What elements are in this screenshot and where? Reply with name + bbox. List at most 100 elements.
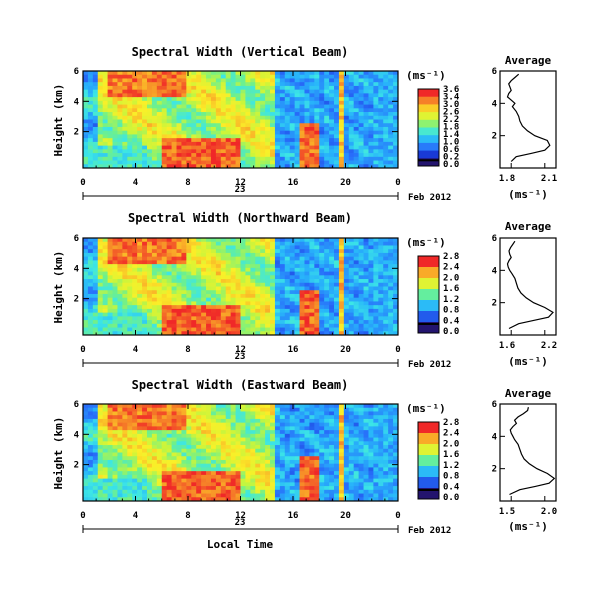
- heatmap-cell: [373, 153, 379, 158]
- heatmap-cell: [132, 478, 138, 483]
- heatmap-cell: [206, 471, 212, 476]
- heatmap-cell: [151, 238, 158, 243]
- heatmap-cell: [107, 407, 113, 412]
- heatmap-cell: [87, 486, 94, 491]
- heatmap-cell: [363, 320, 369, 325]
- heatmap-cell: [102, 404, 109, 409]
- heatmap-cell: [343, 138, 350, 143]
- heatmap-cell: [393, 331, 398, 335]
- heatmap-cell: [215, 430, 222, 435]
- heatmap-cell: [191, 471, 197, 476]
- heatmap-cell: [250, 459, 256, 465]
- heatmap-cell: [265, 156, 271, 161]
- heatmap-cell: [240, 97, 246, 102]
- heatmap-cell: [329, 279, 335, 284]
- heatmap-cell: [156, 249, 163, 254]
- heatmap-cell: [250, 415, 256, 420]
- heatmap-cell: [132, 422, 138, 427]
- heatmap-cell: [107, 249, 113, 254]
- heatmap-cell: [97, 422, 104, 427]
- heatmap-cell: [338, 100, 345, 105]
- heatmap-cell: [210, 115, 217, 120]
- heatmap-cell: [215, 245, 222, 250]
- heatmap-cell: [83, 126, 89, 132]
- heatmap-cell: [122, 149, 128, 154]
- heatmap-cell: [220, 141, 227, 147]
- heatmap-cell: [274, 459, 281, 465]
- heatmap-cell: [220, 478, 227, 483]
- heatmap-cell: [348, 134, 355, 139]
- heatmap-cell: [151, 308, 158, 314]
- heatmap-cell: [240, 93, 246, 98]
- heatmap-cell: [102, 452, 109, 457]
- heatmap-cell: [250, 130, 256, 135]
- heatmap-cell: [383, 241, 389, 246]
- heatmap-cell: [274, 130, 281, 135]
- heatmap-cell: [284, 316, 291, 321]
- heatmap-cell: [87, 327, 94, 332]
- heatmap-cell: [363, 71, 369, 76]
- heatmap-cell: [201, 456, 207, 461]
- heatmap-cell: [132, 115, 138, 120]
- heatmap-cell: [161, 264, 168, 269]
- heatmap-cell: [186, 286, 192, 291]
- heatmap-cell: [97, 482, 104, 487]
- heatmap-cell: [279, 141, 286, 147]
- colorbar-swatch: [418, 256, 439, 268]
- heatmap-cell: [334, 456, 340, 461]
- heatmap-cell: [230, 275, 236, 280]
- heatmap-cell: [161, 286, 168, 291]
- heatmap-cell: [235, 89, 241, 94]
- heatmap-cell: [324, 275, 330, 280]
- heatmap-cell: [368, 112, 374, 117]
- heatmap-cell: [87, 260, 94, 265]
- heatmap-cell: [353, 415, 360, 420]
- heatmap-cell: [299, 316, 305, 321]
- heatmap-cell: [235, 422, 241, 427]
- y-tick-label: 6: [74, 67, 79, 77]
- heatmap-cell: [270, 271, 276, 276]
- heatmap-cell: [274, 471, 281, 476]
- heatmap-cell: [329, 290, 335, 295]
- heatmap-cell: [309, 160, 315, 165]
- heatmap-cell: [289, 149, 296, 154]
- heatmap-cell: [230, 115, 236, 120]
- heatmap-cell: [319, 297, 325, 302]
- heatmap-cell: [191, 112, 197, 117]
- heatmap-cell: [314, 160, 320, 165]
- heatmap-cell: [329, 293, 335, 299]
- heatmap-cell: [102, 478, 109, 483]
- heatmap-cell: [338, 108, 345, 113]
- heatmap-cell: [83, 456, 89, 461]
- heatmap-cell: [393, 93, 398, 98]
- heatmap-cell: [230, 260, 236, 265]
- heatmap-cell: [324, 422, 330, 427]
- heatmap-cell: [176, 301, 182, 306]
- heatmap-cell: [210, 437, 217, 442]
- heatmap-cell: [289, 264, 296, 269]
- heatmap-cell: [274, 445, 281, 450]
- heatmap-cell: [304, 241, 310, 246]
- heatmap-cell: [161, 74, 168, 79]
- heatmap-cell: [358, 100, 364, 105]
- heatmap-cell: [151, 404, 158, 409]
- heatmap-cell: [353, 256, 360, 261]
- heatmap-cell: [373, 104, 379, 109]
- heatmap-cell: [87, 489, 94, 494]
- heatmap-cell: [314, 156, 320, 161]
- heatmap-cell: [235, 493, 241, 498]
- heatmap-cell: [265, 126, 271, 132]
- heatmap-cell: [230, 486, 236, 491]
- heatmap-cell: [274, 426, 281, 431]
- heatmap-cell: [289, 293, 296, 299]
- heatmap-cell: [279, 252, 286, 258]
- heatmap-cell: [260, 275, 266, 280]
- heatmap-cell: [127, 238, 133, 243]
- heatmap-cell: [166, 267, 172, 272]
- heatmap-cell: [191, 252, 197, 258]
- heatmap-cell: [279, 290, 286, 295]
- heatmap-cell: [309, 308, 315, 314]
- heatmap-cell: [97, 271, 104, 276]
- heatmap-cell: [102, 441, 109, 446]
- heatmap-cell: [201, 478, 207, 483]
